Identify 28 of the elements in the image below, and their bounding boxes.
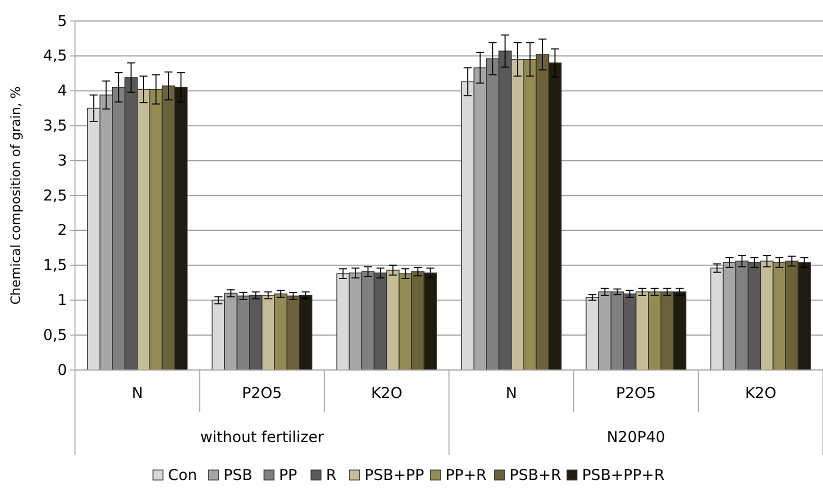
x-tick-label: P2O5 <box>242 384 282 402</box>
x-tick-label: K2O <box>745 384 776 402</box>
y-tick-label: 3,5 <box>43 116 67 134</box>
legend-label: PSB+PP+R <box>582 466 665 484</box>
x-tick-label: N <box>132 384 143 402</box>
x-tick-label: K2O <box>371 384 402 402</box>
y-tick-label: 3 <box>57 151 67 170</box>
legend-label: R <box>326 466 336 484</box>
legend-label: PP <box>279 466 298 484</box>
y-tick-label: 2,5 <box>43 186 67 204</box>
y-tick-label: 0 <box>57 360 67 379</box>
legend-label: PP+R <box>446 466 487 484</box>
legend-label: PSB+R <box>510 466 562 484</box>
y-tick-label: 5 <box>57 12 67 30</box>
legend-label: PSB+PP <box>364 466 424 484</box>
y-tick-label: 4,5 <box>43 46 67 65</box>
y-tick-label: 1 <box>57 291 67 309</box>
x-tick-label: P2O5 <box>616 384 656 402</box>
y-tick-label: 0,5 <box>43 326 67 344</box>
legend-label: Con <box>168 466 198 484</box>
legend-label: PSB <box>224 466 252 484</box>
x-tick-label: N <box>506 384 517 402</box>
text: without fertilizer <box>200 428 325 446</box>
y-axis-title: Chemical composition of grain, % <box>9 86 24 305</box>
text: N20P40 <box>606 428 666 446</box>
y-tick-label: 1,5 <box>43 256 67 274</box>
y-tick-label: 4 <box>57 82 67 100</box>
y-tick-label: 2 <box>57 221 67 240</box>
